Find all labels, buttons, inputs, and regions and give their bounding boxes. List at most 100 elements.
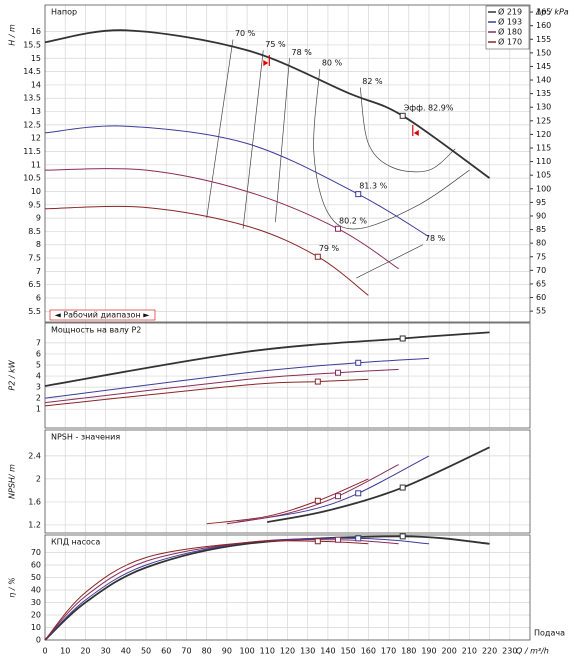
y-tick-label: 1.2 bbox=[28, 520, 41, 529]
legend-label: Ø 193 bbox=[498, 17, 522, 27]
range-arrow bbox=[413, 130, 419, 136]
duty-point bbox=[314, 253, 321, 260]
y2-tick-label: 145 bbox=[536, 62, 551, 71]
curve bbox=[44, 357, 429, 399]
duty-point bbox=[314, 497, 321, 504]
y-tick-label: 15.5 bbox=[23, 40, 41, 49]
y2-tick-label: 110 bbox=[536, 157, 551, 166]
duty-point bbox=[399, 533, 406, 540]
y-tick-label: 50 bbox=[31, 573, 41, 582]
y2-tick-label: 85 bbox=[536, 225, 546, 234]
y-tick-label: 8 bbox=[36, 240, 41, 249]
panel-frame bbox=[44, 4, 531, 323]
x-tick-label: 230 bbox=[502, 647, 517, 656]
y-tick-label: 9.5 bbox=[28, 200, 41, 209]
legend-label: Ø 170 bbox=[498, 37, 522, 47]
x-tick-label: 130 bbox=[300, 647, 315, 656]
x-tick-label: 180 bbox=[401, 647, 416, 656]
duty-point bbox=[335, 493, 342, 500]
y-tick-label: 6.5 bbox=[28, 280, 41, 289]
duty-point bbox=[399, 112, 406, 119]
panel-title: Мощность на валу P2 bbox=[51, 326, 141, 335]
y-tick-label: 60 bbox=[31, 561, 41, 570]
y-tick-label: 13.5 bbox=[23, 94, 41, 103]
y-tick-label: 15 bbox=[31, 54, 41, 63]
isoline-label: 78 % bbox=[292, 48, 313, 57]
y-tick-label: 9 bbox=[36, 214, 41, 223]
curve bbox=[206, 478, 369, 525]
range-box bbox=[49, 309, 156, 321]
y-tick-label: 1.6 bbox=[28, 497, 41, 506]
y-tick-label: 13 bbox=[31, 107, 41, 116]
isoline-label: 78 % bbox=[425, 234, 446, 243]
y2-tick-label: 160 bbox=[536, 21, 551, 30]
x-tick-label: 60 bbox=[161, 647, 171, 656]
efficiency-isoline bbox=[206, 39, 234, 219]
x-tick-label: 210 bbox=[462, 647, 477, 656]
x-tick-label: 40 bbox=[121, 647, 131, 656]
y-tick-label: 40 bbox=[31, 586, 41, 595]
y-tick-label: 1 bbox=[36, 405, 41, 414]
curve bbox=[44, 125, 430, 238]
x-tick-label: 120 bbox=[280, 647, 295, 656]
legend-label: Ø 219 bbox=[498, 7, 522, 17]
curve bbox=[44, 537, 429, 641]
panel-frame bbox=[44, 322, 531, 429]
x-tick-label: 20 bbox=[80, 647, 90, 656]
y-axis-label: H / m bbox=[8, 24, 17, 46]
y-tick-label: 2 bbox=[36, 474, 41, 483]
efficiency-label: 81.3 % bbox=[359, 182, 387, 191]
duty-point bbox=[314, 538, 321, 545]
curve bbox=[44, 168, 399, 270]
y2-tick-label: 135 bbox=[536, 89, 551, 98]
y-tick-label: 2.4 bbox=[28, 451, 41, 460]
efficiency-isoline bbox=[356, 244, 424, 279]
efficiency-isoline bbox=[242, 50, 264, 229]
x-tick-label: 170 bbox=[381, 647, 396, 656]
x-tick-label: 140 bbox=[320, 647, 335, 656]
isoline-label: 70 % bbox=[235, 29, 256, 38]
y-tick-label: 6 bbox=[36, 294, 41, 303]
y2-tick-label: 65 bbox=[536, 279, 546, 288]
curve bbox=[44, 378, 369, 407]
x-tick-label: 50 bbox=[141, 647, 151, 656]
x-tick-label: 160 bbox=[361, 647, 376, 656]
x-axis-note: Подача bbox=[534, 629, 565, 638]
y-tick-label: 0 bbox=[36, 636, 41, 645]
y2-tick-label: 105 bbox=[536, 171, 551, 180]
isoline-label: 80 % bbox=[322, 58, 343, 67]
efficiency-label: 79 % bbox=[319, 244, 340, 253]
y-axis-label: NPSH/ m bbox=[8, 464, 17, 499]
x-tick-label: 70 bbox=[181, 647, 191, 656]
duty-point bbox=[335, 536, 342, 543]
x-tick-label: 150 bbox=[340, 647, 355, 656]
range-label: ◄ Рабочий диапазон ► bbox=[55, 311, 151, 320]
efficiency-isoline bbox=[313, 68, 470, 230]
y2-axis-label: Δp / kPa bbox=[535, 8, 569, 17]
curve bbox=[44, 29, 491, 179]
x-tick-label: 10 bbox=[60, 647, 70, 656]
curve bbox=[44, 535, 490, 641]
panel-title: КПД насоса bbox=[51, 538, 100, 547]
y2-tick-label: 70 bbox=[536, 266, 546, 275]
x-tick-label: 190 bbox=[421, 647, 436, 656]
y-tick-label: 2 bbox=[36, 394, 41, 403]
y2-tick-label: 155 bbox=[536, 35, 551, 44]
y-tick-label: 11 bbox=[31, 160, 41, 169]
y-tick-label: 16 bbox=[31, 27, 41, 36]
y2-tick-label: 140 bbox=[536, 76, 551, 85]
duty-point bbox=[355, 191, 362, 198]
y-tick-label: 10 bbox=[31, 623, 41, 632]
y2-tick-label: 60 bbox=[536, 293, 546, 302]
curve bbox=[267, 446, 490, 523]
isoline-label: 82 % bbox=[362, 77, 383, 86]
curve bbox=[226, 464, 399, 525]
y-tick-label: 7.5 bbox=[28, 254, 41, 263]
x-tick-label: 0 bbox=[42, 647, 47, 656]
efficiency-label: 80.2 % bbox=[339, 216, 367, 225]
panel-title: NPSH - значения bbox=[51, 433, 120, 442]
y-tick-label: 6 bbox=[36, 349, 41, 358]
curve bbox=[44, 205, 369, 296]
y-tick-label: 10.5 bbox=[23, 174, 41, 183]
y2-tick-label: 55 bbox=[536, 307, 546, 316]
